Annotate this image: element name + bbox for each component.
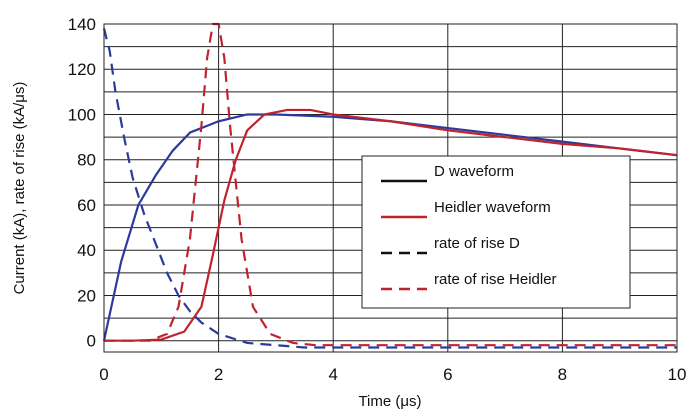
x-tick-label: 4 [328, 365, 337, 384]
plot-frame [103, 23, 678, 353]
x-tick-label: 0 [99, 365, 108, 384]
x-tick-label: 2 [214, 365, 223, 384]
legend: D waveform Heidler waveform rate of rise D… [361, 155, 631, 309]
legend-label: D waveform [434, 163, 514, 180]
y-axis-label: Current (kA), rate of rise (kA/μs) [11, 82, 28, 295]
legend-label: rate of rise Heidler [434, 271, 557, 288]
x-tick-label: 8 [558, 365, 567, 384]
x-tick-label: 10 [668, 365, 687, 384]
tick-labels: 0 20 40 60 80 100 120 140 0 2 4 6 8 10 [68, 15, 687, 384]
y-tick-label: 120 [68, 60, 96, 79]
y-tick-label: 0 [87, 332, 96, 351]
legend-label: rate of rise D [434, 235, 520, 252]
x-axis-label: Time (μs) [358, 393, 421, 410]
y-tick-label: 80 [77, 151, 96, 170]
y-tick-label: 60 [77, 196, 96, 215]
y-tick-label: 20 [77, 286, 96, 305]
x-tick-label: 6 [443, 365, 452, 384]
series-line [104, 108, 678, 342]
legend-label: Heidler waveform [434, 199, 551, 216]
y-tick-label: 140 [68, 15, 96, 34]
y-tick-label: 40 [77, 241, 96, 260]
y-tick-label: 100 [68, 105, 96, 124]
series-line [102, 113, 678, 341]
series-line [102, 28, 677, 349]
